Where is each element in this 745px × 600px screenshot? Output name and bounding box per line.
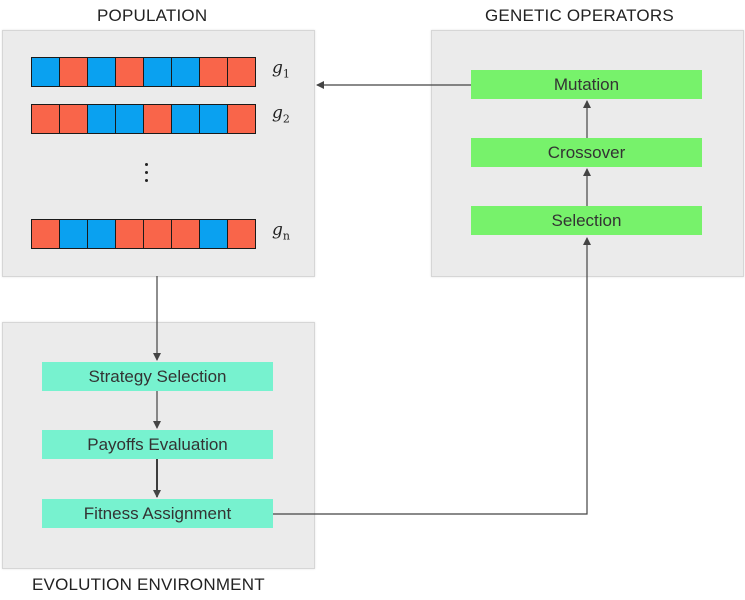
- gene-cell-blue: [87, 219, 116, 249]
- gene-cell-red: [31, 104, 60, 134]
- selection-box: Selection: [471, 206, 702, 235]
- gene-cell-red: [227, 219, 256, 249]
- gene-cell-red: [59, 104, 88, 134]
- genetic-operators-title: GENETIC OPERATORS: [485, 6, 674, 25]
- fitness-assignment-box: Fitness Assignment: [42, 499, 273, 528]
- gene-cell-red: [59, 57, 88, 87]
- ellipsis-dots: [145, 163, 151, 187]
- gene-cell-red: [31, 219, 60, 249]
- gene-cell-red: [115, 219, 144, 249]
- gene-cell-red: [227, 104, 256, 134]
- chromosome-label-gn: gn: [272, 220, 290, 243]
- gene-cell-blue: [171, 104, 200, 134]
- chromosome-gn: [31, 219, 256, 249]
- gene-cell-blue: [199, 104, 228, 134]
- arrow-fitness-to-selection: [273, 237, 591, 515]
- strategy-selection-box: Strategy Selection: [42, 362, 273, 391]
- gene-cell-blue: [87, 104, 116, 134]
- chromosome-label-g2: g2: [272, 103, 290, 126]
- gene-cell-blue: [171, 57, 200, 87]
- chromosome-label-g1: g1: [272, 58, 290, 81]
- chromosome-g2: [31, 104, 256, 134]
- gene-cell-red: [143, 219, 172, 249]
- mutation-box: Mutation: [471, 70, 702, 99]
- payoffs-evaluation-box: Payoffs Evaluation: [42, 430, 273, 459]
- gene-cell-red: [115, 57, 144, 87]
- evolution-environment-title: EVOLUTION ENVIRONMENT: [32, 575, 265, 594]
- chromosome-g1: [31, 57, 256, 87]
- gene-cell-blue: [199, 219, 228, 249]
- crossover-box: Crossover: [471, 138, 702, 167]
- population-title: POPULATION: [97, 6, 208, 25]
- gene-cell-red: [227, 57, 256, 87]
